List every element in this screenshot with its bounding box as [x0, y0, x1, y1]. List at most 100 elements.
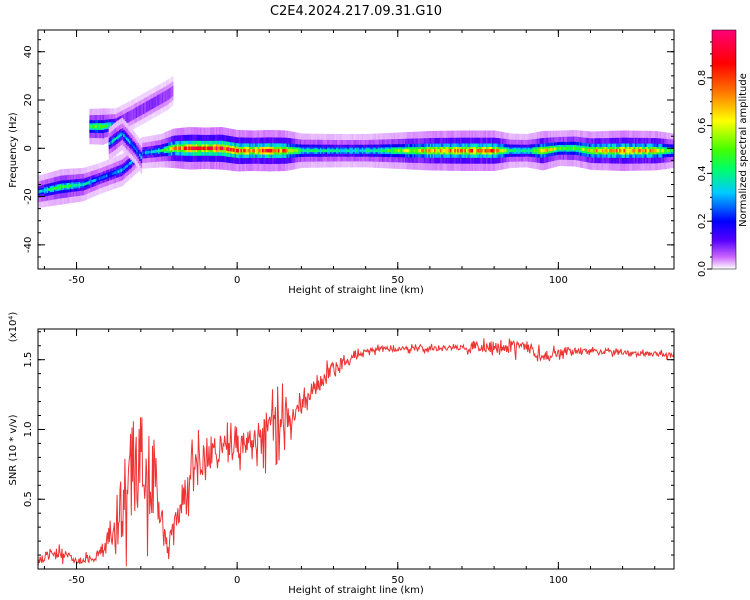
heat-cell: [476, 149, 478, 153]
heat-cell: [52, 187, 55, 191]
heat-cell: [497, 149, 500, 153]
heat-cell: [161, 92, 164, 104]
heat-cell: [46, 188, 49, 192]
heat-cell: [335, 149, 338, 153]
heat-cell: [659, 149, 662, 153]
heat-cell: [672, 149, 674, 153]
heat-cell: [149, 150, 151, 154]
heat-cell: [571, 146, 573, 150]
heat-cell: [160, 93, 162, 105]
heat-cell: [543, 148, 546, 153]
heat-cell: [288, 149, 290, 153]
heat-cell: [516, 149, 518, 153]
heat-cell: [301, 149, 303, 153]
heat-cell: [127, 112, 129, 123]
heat-cell: [148, 99, 151, 111]
heat-cell: [431, 149, 433, 153]
heat-cell: [412, 149, 414, 153]
heat-cell: [591, 149, 594, 153]
heat-cell: [632, 149, 634, 153]
heat-cell: [598, 149, 601, 153]
x-tick-label: -50: [68, 275, 84, 286]
heat-cell: [494, 149, 497, 153]
heat-cell: [439, 149, 442, 153]
heat-cell: [337, 149, 339, 153]
heat-cell: [141, 103, 143, 115]
heat-cell: [210, 146, 212, 151]
heat-cell: [90, 125, 93, 128]
heat-cell: [192, 146, 195, 151]
heat-cell: [58, 185, 60, 189]
heat-cell: [129, 110, 132, 122]
heat-cell: [502, 149, 504, 153]
heat-cell: [186, 146, 189, 151]
heat-cell: [185, 146, 187, 151]
heat-cell: [120, 133, 122, 137]
heat-cell: [594, 149, 597, 153]
heat-cell: [533, 149, 536, 153]
heat-cell: [328, 149, 331, 153]
heat-cell: [39, 190, 41, 193]
heat-cell: [126, 137, 128, 141]
heat-cell: [451, 149, 453, 153]
heat-cell: [264, 148, 267, 153]
heat-cell: [377, 149, 380, 153]
heat-cell: [267, 148, 270, 153]
heat-cell: [133, 145, 135, 149]
heat-cell: [236, 148, 238, 153]
heat-cell: [601, 149, 604, 153]
heatmap-marks: [38, 76, 674, 208]
heat-cell: [455, 149, 458, 153]
heat-cell: [68, 184, 70, 188]
heat-cell: [163, 91, 165, 103]
x-tick-label: 50: [391, 275, 404, 286]
heat-cell: [156, 149, 159, 153]
heat-cell: [656, 149, 659, 153]
heat-cell: [296, 149, 299, 153]
heat-cell: [392, 149, 394, 153]
heat-cell: [78, 183, 81, 187]
heat-cell: [473, 149, 475, 153]
heat-cell: [238, 148, 241, 153]
heat-cell: [504, 149, 507, 153]
heat-cell: [387, 149, 390, 153]
heat-cell: [347, 149, 349, 153]
heat-cell: [379, 149, 381, 153]
heat-cell: [306, 149, 309, 153]
heat-cell: [626, 149, 628, 153]
heat-cell: [81, 183, 83, 187]
heat-cell: [577, 147, 579, 151]
heat-cell: [312, 149, 315, 153]
heat-cell: [257, 149, 260, 153]
heat-cell: [240, 148, 242, 153]
heat-cell: [130, 160, 133, 164]
heat-cell: [445, 149, 448, 153]
heat-cell: [130, 142, 132, 146]
x-tick-label: 0: [234, 275, 240, 286]
heat-cell: [358, 149, 361, 153]
heat-cell: [441, 149, 443, 153]
y-tick-label: 0: [23, 145, 34, 151]
heat-cell: [131, 144, 134, 147]
x-tick-label: 100: [549, 275, 568, 286]
heat-cell: [351, 149, 354, 153]
heat-cell: [309, 149, 312, 153]
heat-cell: [539, 149, 542, 153]
heat-cell: [308, 149, 310, 153]
heat-cell: [131, 109, 133, 121]
heat-cell: [113, 171, 115, 175]
heat-cell: [62, 185, 65, 189]
heat-cell: [94, 178, 96, 182]
heat-cell: [345, 149, 348, 153]
heat-cell: [162, 148, 164, 152]
snr-xlabel: Height of straight line (km): [288, 585, 424, 596]
heat-cell: [671, 149, 673, 153]
heat-cell: [513, 149, 516, 153]
heat-cell: [402, 149, 404, 153]
heat-cell: [42, 189, 44, 193]
heat-cell: [545, 148, 547, 152]
heat-cell: [642, 149, 644, 153]
ridge-branch: [108, 117, 143, 174]
x-tick-label: 0: [234, 575, 240, 586]
heat-cell: [572, 146, 575, 150]
